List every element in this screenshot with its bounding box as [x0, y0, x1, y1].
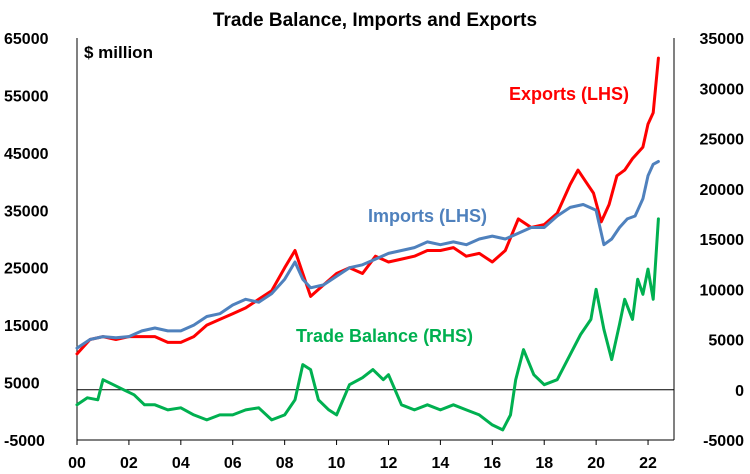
series-label-exports: Exports (LHS) [509, 84, 629, 104]
right-axis-ticks: 35000 30000 25000 20000 15000 10000 5000 0 -5000 [700, 31, 745, 450]
x-tick-label: 10 [328, 455, 346, 472]
exports-line [75, 56, 660, 356]
x-tick-label: 08 [276, 455, 294, 472]
left-tick-label: 5000 [4, 376, 40, 393]
trade-balance-line [75, 217, 660, 432]
x-tick-label: 12 [380, 455, 398, 472]
x-tick-label: 02 [120, 455, 138, 472]
x-tick-label: 14 [431, 455, 449, 472]
x-tick-label: 06 [224, 455, 242, 472]
chart-title: Trade Balance, Imports and Exports [213, 10, 537, 31]
x-axis-ticks: 00 02 04 06 08 10 12 14 16 18 20 22 [68, 440, 657, 472]
right-tick-label: 15000 [700, 232, 745, 249]
left-tick-label: 65000 [4, 31, 49, 48]
right-tick-label: 5000 [708, 333, 744, 350]
left-tick-label: 45000 [4, 146, 49, 163]
series-lines [75, 56, 660, 432]
x-tick-label: 18 [535, 455, 553, 472]
left-tick-label: 15000 [4, 318, 49, 335]
left-tick-label: -5000 [4, 433, 45, 450]
right-tick-label: 35000 [700, 31, 745, 48]
x-tick-label: 22 [639, 455, 657, 472]
series-label-balance: Trade Balance (RHS) [296, 326, 473, 346]
right-tick-label: 10000 [700, 282, 745, 299]
right-tick-label: 25000 [700, 132, 745, 149]
series-label-imports: Imports (LHS) [368, 206, 487, 226]
x-tick-label: 16 [483, 455, 501, 472]
left-axis-ticks: 65000 55000 45000 35000 25000 15000 5000 -5000 [4, 31, 49, 450]
x-tick-label: 00 [68, 455, 86, 472]
x-tick-label: 04 [172, 455, 190, 472]
right-tick-label: 0 [735, 383, 744, 400]
left-tick-label: 25000 [4, 261, 49, 278]
right-tick-label: -5000 [703, 433, 744, 450]
right-tick-label: 30000 [700, 81, 745, 98]
x-tick-label: 20 [587, 455, 605, 472]
left-tick-label: 55000 [4, 88, 49, 105]
imports-line [75, 160, 660, 350]
left-tick-label: 35000 [4, 203, 49, 220]
unit-label: $ million [84, 43, 153, 62]
right-tick-label: 20000 [700, 182, 745, 199]
